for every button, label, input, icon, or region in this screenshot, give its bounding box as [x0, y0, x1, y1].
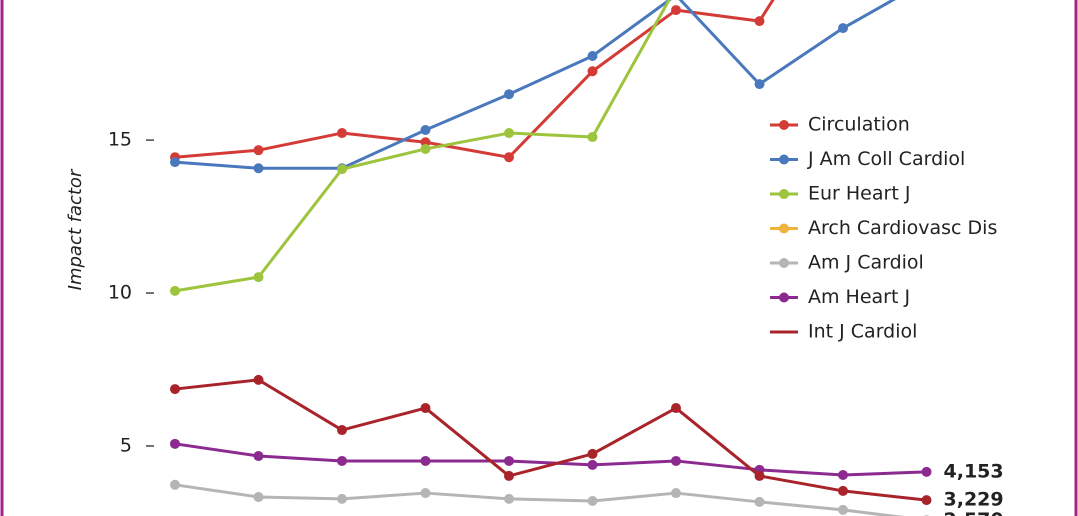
data-point [587, 66, 598, 77]
data-point [754, 496, 765, 507]
data-point [587, 459, 598, 470]
data-point [253, 272, 264, 283]
series-line [174, 483, 905, 516]
legend-label: Circulation [808, 114, 910, 136]
data-point [253, 451, 264, 462]
legend: Circulation J Am Coll Cardiol Eur Heart J A… [770, 114, 997, 343]
legend-marker [779, 120, 789, 130]
data-point [420, 455, 431, 466]
data-point [504, 493, 514, 504]
data-point [587, 448, 598, 459]
legend-label: Eur Heart J [808, 183, 910, 205]
data-point [838, 470, 848, 481]
legend-marker [779, 223, 789, 234]
y-tick-label: 10 [108, 282, 132, 304]
data-point [170, 384, 180, 395]
data-point [170, 479, 180, 490]
legend-label: Arch Cardiovasc Dis [808, 217, 997, 239]
y-axis-label: Impact factor [65, 168, 86, 290]
data-point [504, 152, 514, 163]
legend-label: Am J Cardiol [808, 252, 924, 274]
data-point [754, 470, 765, 481]
series-line [174, 442, 927, 477]
data-point [838, 23, 848, 34]
data-point [838, 504, 848, 515]
series-line [174, 0, 775, 159]
data-point [504, 128, 514, 139]
legend-label: J Am Coll Cardiol [807, 148, 965, 170]
data-point [170, 438, 180, 449]
series-line [174, 378, 927, 502]
data-point [587, 132, 598, 143]
data-point [754, 79, 765, 90]
legend-marker [779, 292, 789, 303]
data-point [921, 466, 932, 477]
data-point [504, 455, 514, 466]
data-point [337, 455, 347, 466]
legend-marker [779, 258, 789, 268]
series-line [174, 0, 896, 170]
legend-marker [779, 154, 789, 165]
data-point [253, 492, 264, 503]
value-label: 3,229 [944, 489, 1004, 511]
value-label: 4,153 [944, 460, 1004, 482]
data-point [671, 488, 681, 499]
legend-label: Int J Cardiol [808, 321, 917, 343]
data-point [921, 495, 932, 506]
data-point [170, 157, 180, 168]
data-point [253, 163, 264, 174]
data-point [170, 285, 180, 296]
data-point [420, 403, 431, 414]
data-point [504, 89, 514, 100]
data-point [337, 164, 347, 175]
plot-area: 2,570 4,153 3,229 [170, 0, 1004, 516]
data-point [754, 16, 765, 27]
data-point [253, 374, 264, 385]
data-point [504, 470, 514, 481]
data-point [671, 455, 681, 466]
value-label: 2,570 [944, 509, 1004, 516]
data-point [420, 143, 431, 154]
data-point [420, 488, 431, 499]
data-point [337, 425, 347, 436]
data-point [337, 493, 347, 504]
data-point [587, 496, 598, 507]
legend-label: Am Heart J [808, 286, 910, 308]
y-tick-label: 15 [108, 129, 132, 151]
data-point [671, 5, 681, 16]
data-point [337, 128, 347, 139]
data-point [671, 403, 681, 414]
data-point [587, 50, 598, 61]
data-point [838, 485, 848, 496]
y-tick-label: 5 [120, 434, 132, 456]
data-point [253, 145, 264, 156]
legend-marker [779, 189, 789, 199]
data-point [420, 124, 431, 135]
